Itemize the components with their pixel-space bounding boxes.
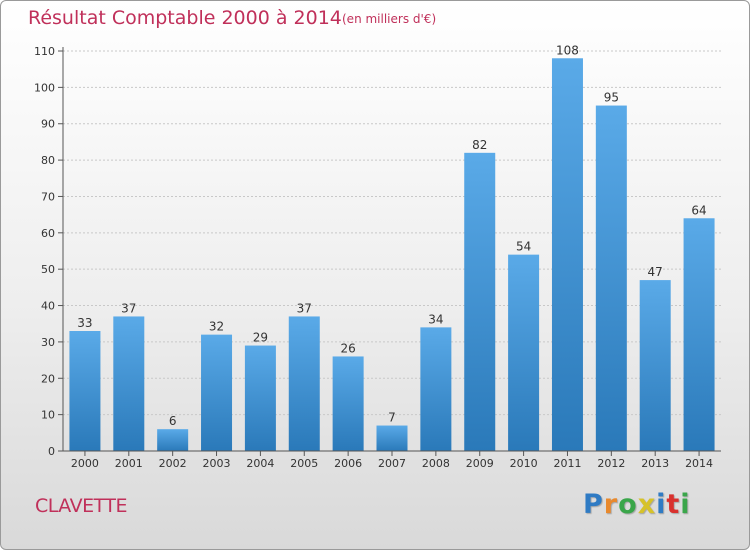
chart-unit: (en milliers d'€) [342, 12, 437, 26]
bar-2014 [683, 218, 715, 451]
y-tick-label: 110 [34, 45, 55, 58]
x-tick-label: 2006 [334, 457, 362, 470]
logo-letter: i [656, 489, 667, 520]
data-label: 29 [253, 331, 268, 345]
data-label: 108 [556, 43, 579, 57]
x-tick-label: 2003 [203, 457, 231, 470]
bar-2004 [244, 345, 276, 451]
bars: 33 37 6 32 29 37 26 7 34 82 54 108 95 47 64 [69, 43, 715, 451]
data-label: 34 [428, 312, 443, 326]
x-tick-label: 2007 [378, 457, 406, 470]
data-label: 37 [121, 301, 136, 315]
data-label: 64 [691, 203, 706, 217]
bar-2001 [113, 316, 145, 451]
city-name: CLAVETTE [35, 495, 127, 517]
logo-letter: t [666, 489, 681, 520]
data-label: 47 [648, 265, 663, 279]
y-tick-label: 100 [34, 81, 55, 94]
x-tick-label: 2011 [553, 457, 581, 470]
data-label: 82 [472, 138, 487, 152]
x-tick-label: 2013 [641, 457, 669, 470]
bar-2010 [508, 254, 540, 451]
y-tick-label: 50 [41, 263, 55, 276]
data-label: 95 [604, 91, 619, 105]
data-label: 37 [297, 301, 312, 315]
y-tick-label: 30 [41, 336, 55, 349]
bar-2013 [639, 280, 671, 451]
x-tick-label: 2012 [597, 457, 625, 470]
proxiti-logo[interactable]: Proxiti [583, 489, 691, 520]
data-label: 33 [77, 316, 92, 330]
chart-title: Résultat Comptable 2000 à 2014 [28, 7, 342, 29]
logo-letter: P [583, 489, 604, 520]
y-tick-label: 90 [41, 118, 55, 131]
y-tick-label: 80 [41, 154, 55, 167]
x-tick-label: 2000 [71, 457, 99, 470]
x-tick-label: 2001 [115, 457, 143, 470]
data-label: 26 [340, 341, 355, 355]
x-tick-label: 2009 [466, 457, 494, 470]
bar-2012 [595, 105, 627, 451]
y-tick-label: 70 [41, 190, 55, 203]
y-tick-label: 0 [48, 445, 55, 458]
bar-2003 [201, 334, 233, 451]
bar-2006 [332, 356, 364, 451]
y-tick-label: 60 [41, 227, 55, 240]
x-tick-label: 2008 [422, 457, 450, 470]
data-label: 7 [388, 411, 396, 425]
y-tick-label: 40 [41, 300, 55, 313]
bar-2005 [288, 316, 320, 451]
x-tick-label: 2004 [246, 457, 274, 470]
bar-2007 [376, 425, 408, 451]
y-tick-label: 20 [41, 372, 55, 385]
x-tick-label: 2010 [510, 457, 538, 470]
logo-letter: i [680, 489, 691, 520]
bar-2000 [69, 331, 101, 451]
logo-letter: r [603, 489, 619, 520]
data-label: 32 [209, 320, 224, 334]
logo-letter: o [618, 489, 638, 520]
bar-2009 [464, 152, 496, 451]
x-tick-label: 2014 [685, 457, 713, 470]
x-tick-label: 2002 [159, 457, 187, 470]
bar-2002 [157, 429, 189, 451]
x-tick-label: 2005 [290, 457, 318, 470]
data-label: 54 [516, 240, 531, 254]
logo-letter: x [637, 489, 657, 520]
bar-2011 [551, 58, 583, 451]
bar-2008 [420, 327, 452, 451]
axes: 0 10 20 30 40 50 60 70 80 90 100 110 2000 2001 2002 200… [34, 45, 721, 470]
data-label: 6 [169, 414, 177, 428]
y-tick-label: 10 [41, 409, 55, 422]
